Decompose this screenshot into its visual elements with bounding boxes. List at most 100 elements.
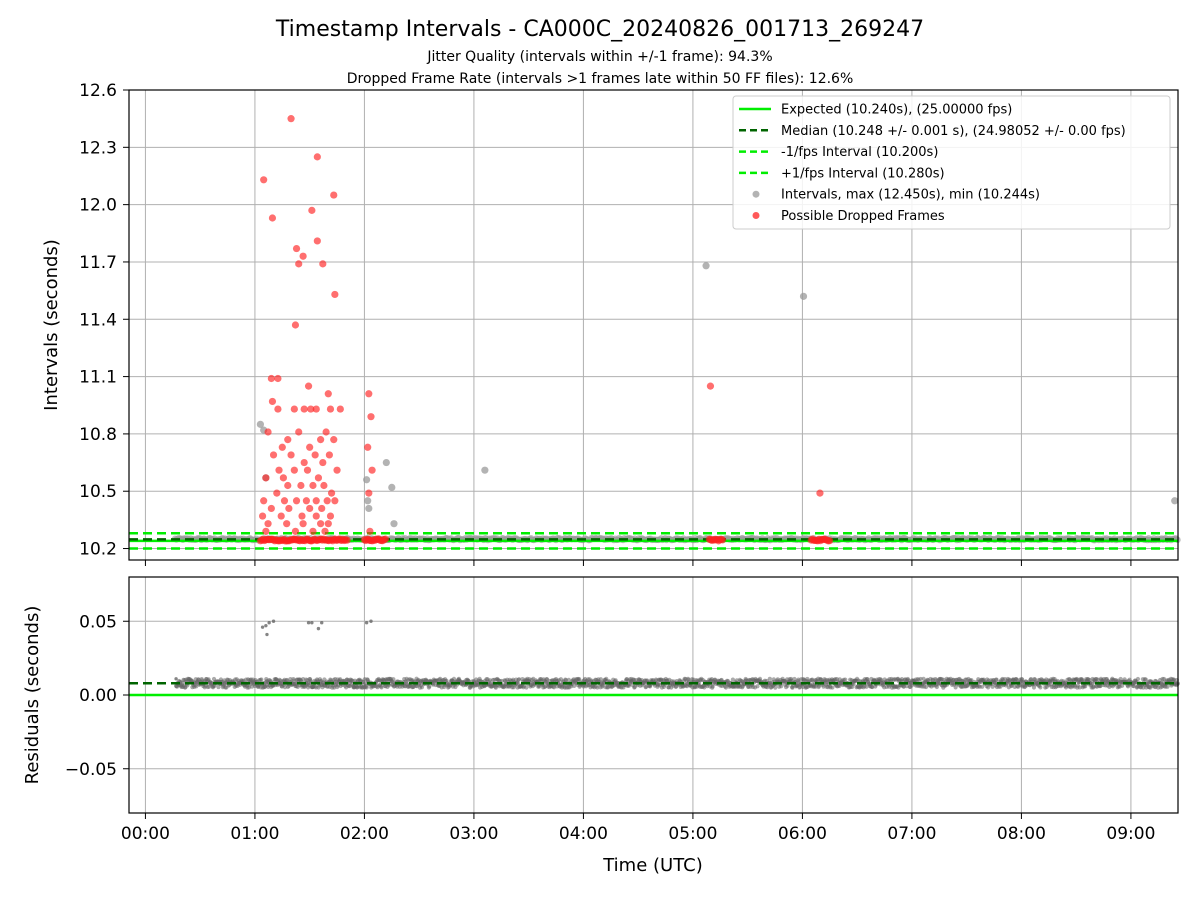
dropped-frame-point [258,512,267,520]
dropped-frame-point [706,382,715,390]
dropped-frame-point [365,489,373,497]
x-tick-label: 09:00 [1106,824,1155,844]
dropped-frame-point [283,520,291,528]
dropped-frame-point [262,527,270,535]
dropped-frame-point [291,321,300,329]
dropped-frame-point [302,497,310,505]
legend-entry: Expected (10.240s), (25.00000 fps) [739,103,1012,118]
dropped-frame-point [718,536,727,544]
dropped-frame-point [275,466,283,474]
x-tick-label: 00:00 [121,824,170,844]
dropped-frame-point [285,504,293,513]
residual-point [572,683,577,688]
interval-point [1171,497,1179,505]
residual-point [830,685,835,690]
dropped-frame-point [279,474,287,482]
y-tick-label: 11.4 [79,310,117,330]
dropped-frame-point [309,481,317,490]
dropped-frame-point [825,537,834,545]
residual-point [419,685,425,690]
dropped-frame-point [295,260,303,268]
residual-point [216,684,221,690]
legend-label: Expected (10.240s), (25.00000 fps) [781,103,1012,118]
dropped-frame-point [268,214,277,222]
dropped-frame-point [324,520,332,528]
dropped-frame-point [331,497,339,505]
interval-point [390,520,398,528]
residual-point [1135,676,1141,682]
dropped-frame-point [264,428,272,436]
dropped-frame-point [298,512,306,520]
dropped-frame-point [290,466,298,474]
dropped-frame-point [317,520,325,528]
residual-point [1120,683,1125,688]
dropped-frame-point [368,466,376,474]
dropped-frame-point [330,436,338,444]
dropped-frame-point [318,504,326,513]
residual-point [524,685,529,690]
residual-point [264,623,268,628]
chart-title: Timestamp Intervals - CA000C_20240826_00… [275,17,924,42]
residual-point [364,685,369,690]
dropped-frame-point [267,504,275,513]
dropped-frame-point [326,405,335,413]
dropped-frame-point [317,436,325,444]
residual-point [288,677,293,682]
dropped-frame-point [307,405,315,413]
dropped-frame-point [287,451,295,459]
legend-label: Intervals, max (12.450s), min (10.244s) [781,188,1040,203]
residual-point [1077,685,1082,690]
dropped-frame-point [290,405,298,413]
legend-entry: Intervals, max (12.450s), min (10.244s) [752,188,1040,203]
chart-subtitle-dropped: Dropped Frame Rate (intervals >1 frames … [347,71,854,87]
y-tick-label: 12.6 [79,81,117,101]
residual-point [918,676,923,682]
dropped-frame-point [300,405,308,413]
interval-point [702,262,710,270]
residual-point [260,625,265,629]
dropped-frame-point [364,443,372,451]
intervals-x-axis [144,560,1132,566]
interval-point [364,497,372,505]
intervals-points [129,115,1181,545]
residual-point [516,677,522,682]
residual-point [174,677,178,681]
dropped-frame-point [274,374,282,383]
legend-label: Possible Dropped Frames [781,209,945,224]
dropped-frame-point [324,390,332,398]
y-tick-label: 12.0 [79,196,117,216]
interval-point [256,420,264,428]
dropped-frame-point [333,466,341,474]
residual-point [391,677,396,682]
intervals-plot-frame [128,89,1179,561]
dropped-frame-point [262,474,270,482]
chart-subtitle-jitter: Jitter Quality (intervals within +/-1 fr… [426,49,772,65]
residuals-panel: −0.050.000.05 00:00 01:00 02:00 03:00 04:00 0… [22,576,1180,876]
legend-label: Median (10.248 +/- 0.001 s), (24.98052 +… [781,124,1126,139]
legend-entry: -1/fps Interval (10.200s) [739,145,938,160]
dropped-frame-point [313,237,321,245]
dropped-frame-point [260,176,268,184]
residual-point [980,684,985,689]
dropped-frame-point [268,397,277,406]
y-tick-label: 12.3 [79,138,117,158]
x-tick-label: 04:00 [559,824,608,844]
x-tick-label: 01:00 [230,824,279,844]
intervals-grid [129,89,1178,560]
dropped-frame-point [343,536,351,544]
residuals-points [129,619,1180,690]
dropped-frame-point [291,527,300,535]
residual-point [767,676,772,681]
residual-point [851,682,856,687]
residual-point [259,677,264,682]
residual-point [864,684,869,689]
residual-point [379,685,384,690]
residuals-y-axis: −0.05 0.00 0.05 [65,612,129,780]
dropped-frame-point [325,451,333,459]
residuals-x-axis: 00:00 01:00 02:00 03:00 04:00 05:00 06:00 07:00… [121,813,1155,844]
x-axis-label: Time (UTC) [602,855,703,876]
residual-point [306,621,311,625]
dropped-frame-point [327,489,336,497]
x-tick-label: 07:00 [887,824,936,844]
